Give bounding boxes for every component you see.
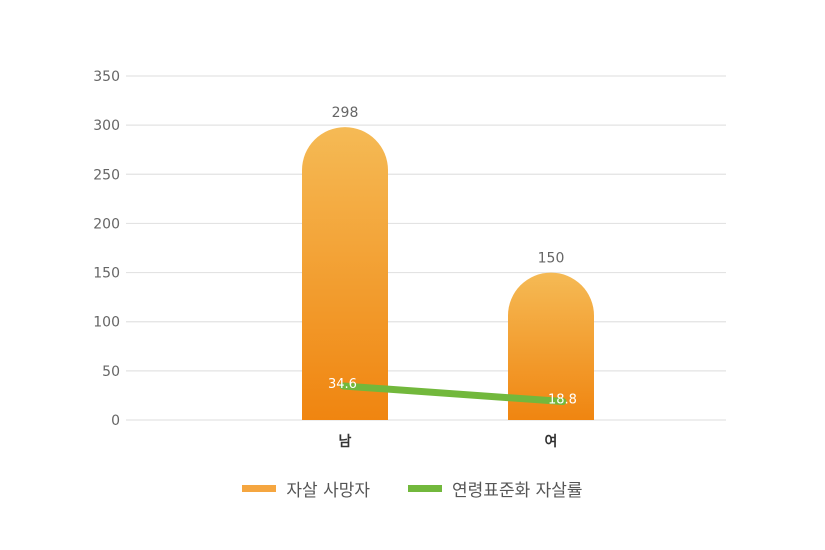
bar[interactable] [302, 127, 388, 421]
legend-item-rate[interactable]: 연령표준화 자살률 [408, 476, 583, 501]
x-category-label: 남 [339, 433, 352, 450]
legend-item-deaths[interactable]: 자살 사망자 [242, 476, 370, 501]
bar[interactable] [508, 272, 594, 420]
legend-swatch-line-icon [408, 485, 443, 492]
line-series: 34.6 18.8 [328, 377, 577, 408]
gridlines [126, 75, 726, 421]
legend-label: 자살 사망자 [286, 481, 371, 501]
y-tick-label: 150 [93, 266, 120, 282]
y-tick-label: 250 [93, 167, 120, 183]
y-tick-label: 100 [93, 315, 120, 331]
y-tick-label: 200 [93, 216, 120, 232]
line-value-label: 18.8 [548, 393, 577, 408]
bar-value-label: 150 [538, 251, 565, 267]
y-tick-label: 350 [93, 69, 120, 85]
y-tick-label: 50 [102, 364, 120, 380]
y-axis: 0 50 100 150 200 250 300 350 [93, 69, 120, 429]
y-tick-label: 300 [93, 118, 120, 134]
bar-value-label: 298 [332, 105, 359, 121]
x-category-label: 여 [545, 433, 558, 450]
legend: 자살 사망자 연령표준화 자살률 [0, 476, 825, 501]
y-tick-label: 0 [111, 413, 120, 429]
bar-series: 298 150 [302, 105, 594, 421]
line-value-label: 34.6 [328, 377, 357, 392]
legend-swatch-bar-icon [242, 485, 277, 492]
legend-label: 연령표준화 자살률 [452, 481, 583, 501]
rate-line[interactable] [339, 382, 567, 406]
